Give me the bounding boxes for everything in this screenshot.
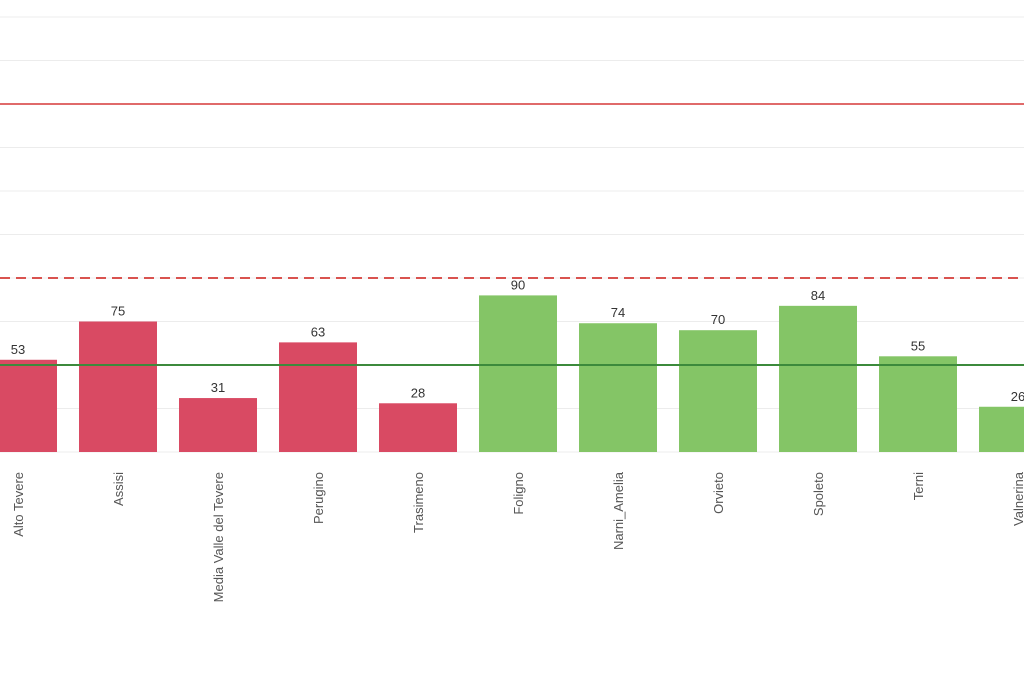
category-label: Perugino: [311, 472, 326, 524]
category-label: Trasimeno: [411, 472, 426, 533]
bar-value-label: 90: [511, 277, 525, 292]
bar-value-label: 28: [411, 385, 425, 400]
bar: [279, 342, 357, 452]
bar: [379, 403, 457, 452]
category-label: Alto Tevere: [11, 472, 26, 537]
bar: [179, 398, 257, 452]
category-label: Foligno: [511, 472, 526, 515]
bar-value-label: 63: [311, 324, 325, 339]
bar: [0, 359, 57, 452]
value-labels: 53 75 31 63 28 90 74 70 84 55 26: [11, 277, 1024, 403]
category-label: Media Valle del Tevere: [211, 472, 226, 602]
bar: [979, 406, 1024, 452]
bar-value-label: 70: [711, 312, 725, 327]
category-label: Spoleto: [811, 472, 826, 516]
bar-value-label: 26: [1011, 389, 1024, 404]
bar-value-label: 75: [111, 304, 125, 319]
category-label: Narni_Amelia: [611, 471, 626, 550]
category-label: Terni: [911, 472, 926, 500]
bar-value-label: 74: [611, 305, 625, 320]
bar: [679, 330, 757, 452]
bar-value-label: 55: [911, 338, 925, 353]
reference-lines: [0, 103, 1024, 366]
category-label: Valnerina: [1011, 471, 1024, 526]
bar: [779, 305, 857, 452]
bars-group: [0, 295, 1024, 452]
bar-value-label: 31: [211, 380, 225, 395]
category-labels: Alto Tevere Assisi Media Valle del Tevere P…: [11, 471, 1024, 602]
bar-value-label: 84: [811, 288, 825, 303]
bar: [879, 356, 957, 452]
bar: [579, 323, 657, 452]
category-label: Orvieto: [711, 472, 726, 514]
category-label: Assisi: [111, 472, 126, 506]
bar: [79, 321, 157, 452]
bar-value-label: 53: [11, 342, 25, 357]
bar: [479, 295, 557, 452]
